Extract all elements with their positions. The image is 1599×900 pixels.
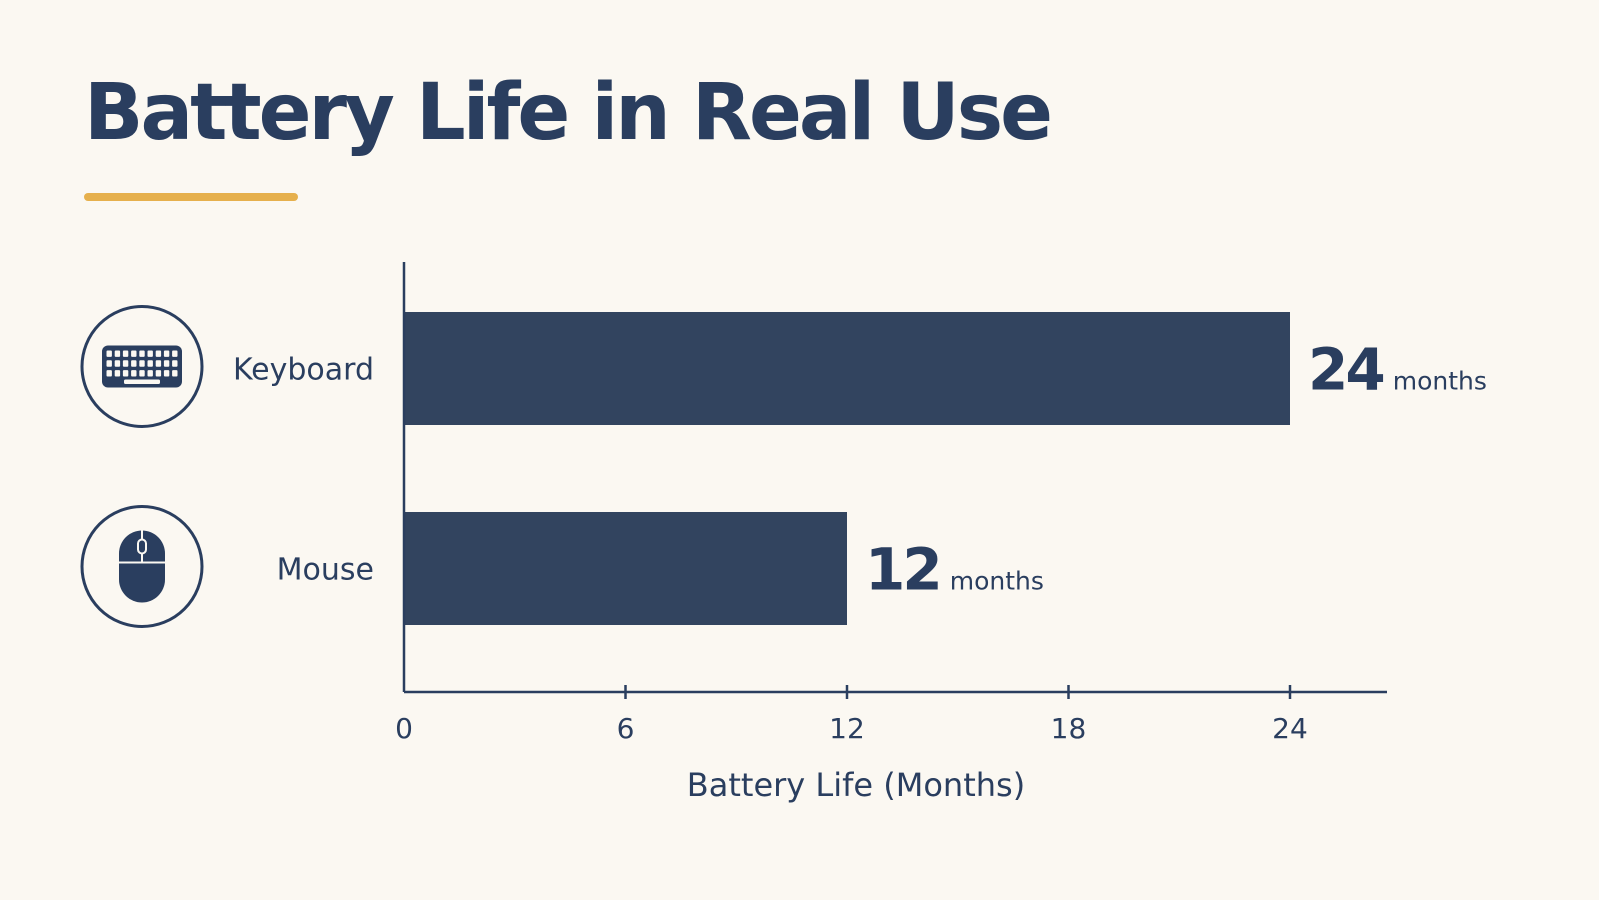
bar-mouse xyxy=(404,512,847,625)
x-tick-label-0: 0 xyxy=(395,712,413,745)
bar-keyboard xyxy=(404,312,1290,425)
icons-layer xyxy=(80,305,204,628)
value-unit-mouse: months xyxy=(950,567,1044,596)
labels-layer: Keyboard 24 months Mouse 12 months xyxy=(233,336,1487,604)
x-tick-label-6: 6 xyxy=(617,712,635,745)
bars-layer xyxy=(404,312,1290,625)
keyboard-icon xyxy=(80,305,204,428)
title-underline xyxy=(84,193,298,201)
x-tick-label-18: 18 xyxy=(1051,712,1087,745)
value-number-mouse: 12 xyxy=(865,536,940,604)
x-axis-title: Battery Life (Months) xyxy=(687,766,1025,804)
value-label-mouse: 12 months xyxy=(865,536,1044,604)
value-number-keyboard: 24 xyxy=(1308,336,1383,404)
axes-layer: 0 6 12 18 24 Battery Life (Months) xyxy=(395,262,1387,804)
value-label-keyboard: 24 months xyxy=(1308,336,1487,404)
x-tick-label-24: 24 xyxy=(1272,712,1308,745)
mouse-icon xyxy=(80,505,204,628)
chart-title: Battery Life in Real Use xyxy=(84,68,1053,158)
category-label-mouse: Mouse xyxy=(277,553,374,588)
category-label-keyboard: Keyboard xyxy=(233,353,374,388)
x-tick-label-12: 12 xyxy=(829,712,865,745)
value-unit-keyboard: months xyxy=(1393,367,1487,396)
